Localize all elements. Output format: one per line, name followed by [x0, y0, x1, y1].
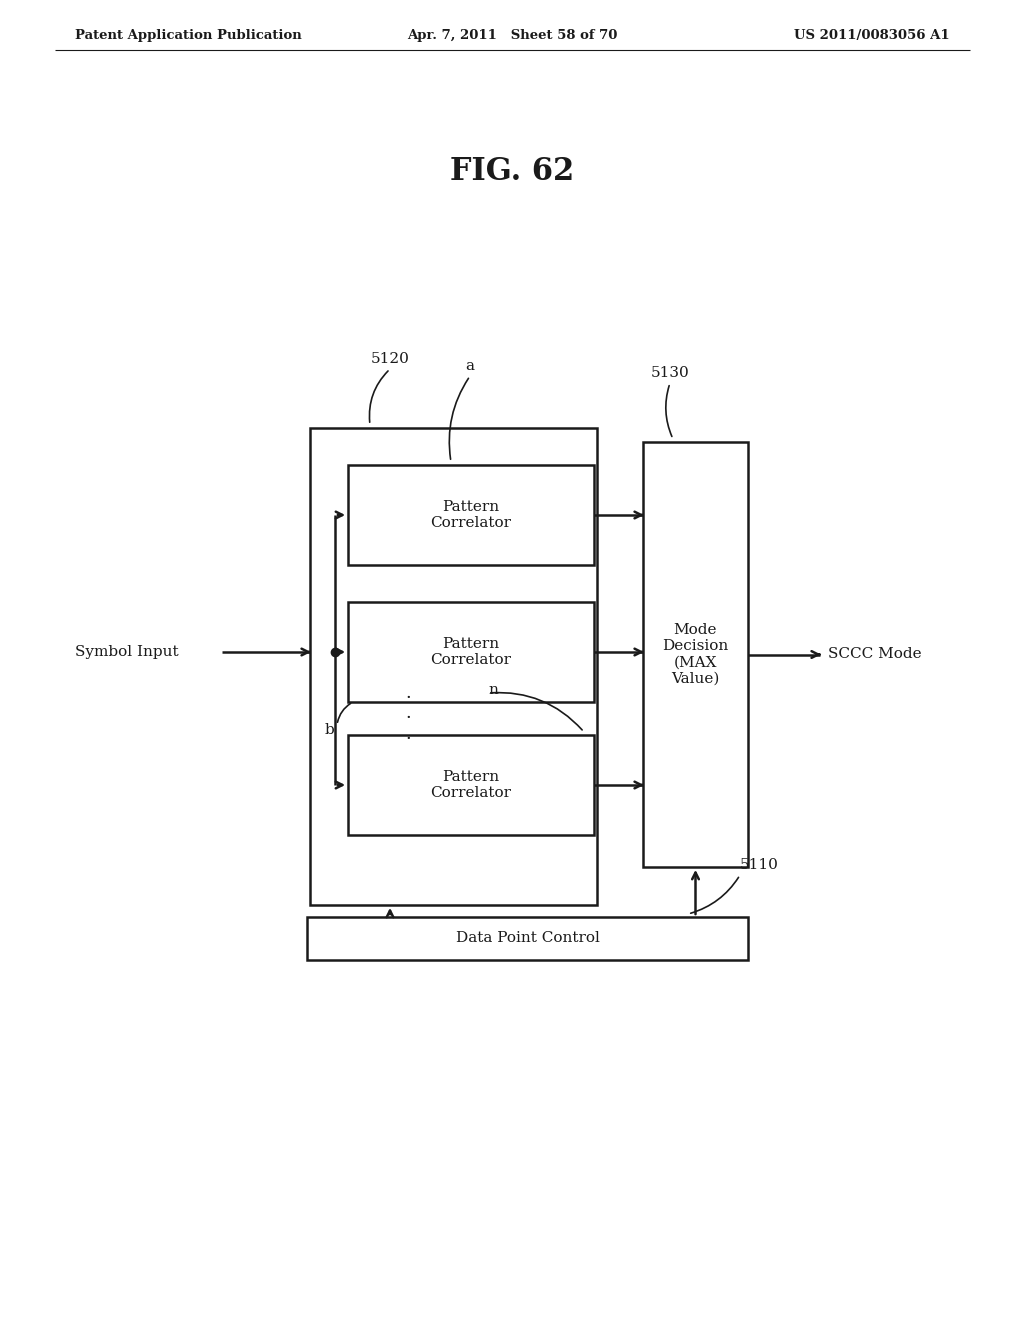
Bar: [348, 735, 594, 836]
Bar: [348, 465, 594, 565]
Bar: [307, 917, 748, 960]
Text: ·
·
·: · · ·: [406, 689, 411, 748]
Bar: [643, 442, 748, 867]
Text: 5130: 5130: [650, 366, 689, 380]
Text: Data Point Control: Data Point Control: [456, 932, 599, 945]
Text: 5120: 5120: [371, 352, 410, 366]
Bar: [310, 428, 597, 906]
Text: a: a: [466, 359, 474, 374]
Text: Apr. 7, 2011   Sheet 58 of 70: Apr. 7, 2011 Sheet 58 of 70: [407, 29, 617, 41]
Text: Patent Application Publication: Patent Application Publication: [75, 29, 302, 41]
Text: 5110: 5110: [740, 858, 779, 873]
Bar: [348, 602, 594, 702]
Text: b: b: [325, 723, 335, 737]
Text: Symbol Input: Symbol Input: [75, 645, 178, 659]
Text: SCCC Mode: SCCC Mode: [828, 648, 922, 661]
Text: Pattern
Correlator: Pattern Correlator: [430, 770, 512, 800]
Text: Pattern
Correlator: Pattern Correlator: [430, 500, 512, 531]
Text: n: n: [488, 682, 498, 697]
Text: US 2011/0083056 A1: US 2011/0083056 A1: [795, 29, 950, 41]
Text: Pattern
Correlator: Pattern Correlator: [430, 636, 512, 667]
Text: FIG. 62: FIG. 62: [450, 157, 574, 187]
Text: Mode
Decision
(MAX
Value): Mode Decision (MAX Value): [663, 623, 729, 686]
